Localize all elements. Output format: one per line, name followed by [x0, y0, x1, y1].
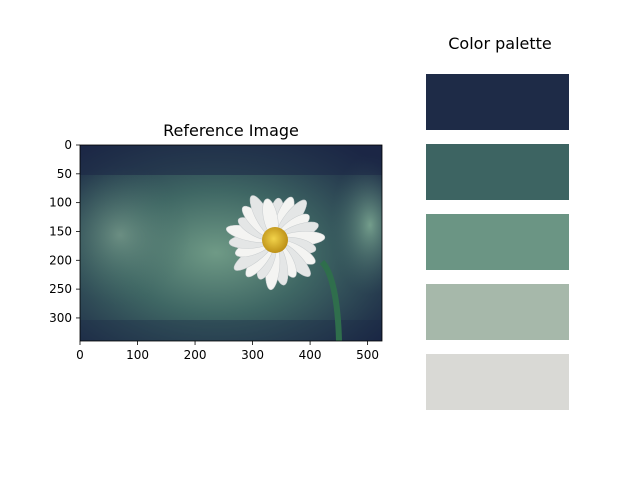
y-tick-label: 50	[57, 167, 72, 181]
x-tick-label: 0	[76, 348, 84, 362]
color-swatch	[426, 144, 569, 200]
y-tick-label: 250	[49, 282, 72, 296]
color-swatches	[426, 74, 569, 410]
x-tick-label: 200	[184, 348, 207, 362]
y-tick-label: 300	[49, 311, 72, 325]
reference-image-title: Reference Image	[163, 121, 299, 140]
image-axes-frame	[79, 144, 383, 342]
y-tick-label: 100	[49, 196, 72, 210]
x-tick-label: 500	[356, 348, 379, 362]
color-palette-title: Color palette	[448, 34, 552, 53]
color-swatch	[426, 354, 569, 410]
color-palette-panel: Color palette	[426, 34, 569, 410]
color-swatch	[426, 284, 569, 340]
image-x-axis: 0 100 200 300 400 500	[76, 341, 379, 362]
flower-stem	[319, 259, 342, 341]
x-tick-label: 100	[126, 348, 149, 362]
reference-image-panel: Reference Image 0 100 200 300 400 500 0 50 100 1…	[49, 121, 383, 362]
y-tick-label: 200	[49, 253, 72, 267]
x-tick-label: 400	[299, 348, 322, 362]
color-swatch	[426, 214, 569, 270]
flower-photo	[80, 145, 382, 341]
flower-center	[262, 227, 288, 253]
x-tick-label: 300	[241, 348, 264, 362]
flower-petals	[226, 195, 326, 291]
color-swatch	[426, 74, 569, 130]
y-tick-label: 150	[49, 224, 72, 238]
y-tick-label: 0	[64, 138, 72, 152]
image-y-axis: 0 50 100 150 200 250 300	[49, 138, 80, 325]
